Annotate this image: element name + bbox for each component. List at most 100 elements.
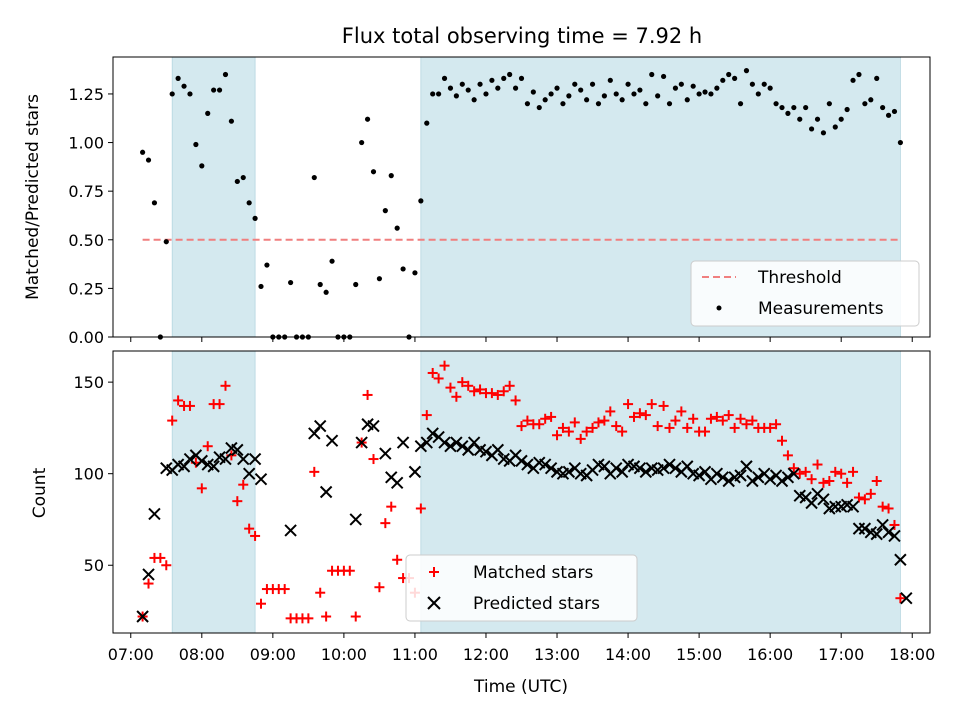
measurement-point <box>844 106 850 113</box>
matched-star-point <box>232 496 243 507</box>
measurement-point <box>512 85 519 91</box>
matched-star-point <box>605 406 616 417</box>
predicted-x-b <box>314 419 327 433</box>
predicted-x-b <box>900 592 913 605</box>
measurement-point <box>477 81 483 87</box>
predicted-x-b <box>367 419 380 433</box>
measurement-point <box>542 97 548 103</box>
matched-star-point <box>552 430 563 441</box>
predicted-x-b <box>746 474 759 488</box>
matched-star-point <box>492 389 503 400</box>
predicted-star-point <box>456 440 469 453</box>
measurement-point <box>874 75 880 81</box>
predicted-x-b <box>456 440 469 453</box>
matched-star-point <box>848 466 859 477</box>
predicted-x-b <box>722 474 735 488</box>
matched-star-point <box>498 386 509 397</box>
predicted-star-point <box>207 460 220 473</box>
matched-star-point <box>617 426 628 437</box>
predicted-star-point <box>710 467 724 480</box>
measurement-point <box>678 81 684 87</box>
predicted-star-point <box>521 458 534 471</box>
measurement-point <box>187 91 193 97</box>
matched-star-point <box>812 459 823 470</box>
matched-star-point <box>575 433 586 444</box>
predicted-x-b <box>621 458 635 471</box>
measurement-point <box>696 91 702 97</box>
predicted-x-b <box>219 452 232 466</box>
predicted-star-point <box>242 467 256 480</box>
matched-star-point <box>682 422 693 433</box>
predicted-star-point <box>396 436 410 449</box>
measurement-point <box>252 215 258 221</box>
predicted-x-b <box>793 489 806 502</box>
predicted-x-b <box>686 467 700 480</box>
measurement-point <box>897 139 903 146</box>
predicted-star-point <box>846 500 860 513</box>
matched-star-point <box>587 422 598 433</box>
matched-stars-points <box>137 360 906 624</box>
predicted-star-point <box>195 454 209 468</box>
predicted-legend-swatch <box>427 596 441 610</box>
predicted-star-point <box>763 472 777 486</box>
predicted-star-point <box>894 553 907 566</box>
matched-star-point <box>747 415 758 426</box>
matched-star-point <box>658 400 669 411</box>
predicted-x-b <box>645 461 658 475</box>
predicted-x-b <box>136 610 149 623</box>
measurement-point <box>246 200 252 206</box>
matched-star-point <box>776 435 787 446</box>
matched-star-point <box>646 399 657 410</box>
matched-star-point <box>865 488 876 499</box>
measurement-point <box>489 77 495 83</box>
measurement-point <box>814 116 821 122</box>
measurement-point <box>578 87 584 93</box>
measurement-point <box>856 71 862 78</box>
measurement-point <box>572 81 578 87</box>
measurement-point <box>453 93 459 99</box>
matched-star-point <box>202 441 213 452</box>
matched-star-point <box>611 421 622 432</box>
matched-star-point <box>800 466 811 477</box>
measurement-point <box>850 77 856 83</box>
predicted-star-point <box>858 522 872 535</box>
predicted-star-point <box>148 507 161 521</box>
predicted-x-b <box>225 441 238 455</box>
measurement-point <box>258 283 264 290</box>
bottom-x-tick-label: 17:00 <box>818 645 864 664</box>
matched-star-point <box>664 422 675 433</box>
predicted-x-b <box>858 522 872 535</box>
predicted-x-b <box>805 496 818 510</box>
predicted-star-point <box>420 436 433 449</box>
matched-star-point <box>475 384 486 395</box>
top-y-tick-label: 1.25 <box>68 85 104 104</box>
matched-star-point <box>581 426 592 437</box>
measurement-point <box>151 200 158 206</box>
predicted-star-point <box>900 592 913 605</box>
measurement-point <box>566 93 572 99</box>
measurement-point <box>702 89 708 95</box>
measurement-point <box>465 87 471 93</box>
matched-star-point <box>628 411 639 422</box>
measurement-point <box>749 81 755 87</box>
matched-star-point <box>457 377 468 388</box>
measurement-point <box>743 68 750 74</box>
predicted-x-b <box>775 474 789 488</box>
measurement-point <box>483 91 489 97</box>
measurement-point <box>412 270 418 276</box>
matched-star-point <box>214 399 225 410</box>
bottom-y-axis-ticks: 50 100 150 <box>73 373 113 575</box>
predicted-x-b <box>840 498 854 512</box>
measurement-point <box>660 73 667 80</box>
bottom-x-tick-label: 18:00 <box>889 645 935 664</box>
measurement-point <box>655 93 661 99</box>
bottom-axes-frame <box>112 350 931 634</box>
measurement-point <box>708 91 714 97</box>
matched-star-point <box>540 413 551 424</box>
bottom-panel: 50 100 150 07:00 08:00 09:00 10:00 11:00 12:00 1… <box>30 350 935 697</box>
matched-star-point <box>321 611 332 622</box>
measurement-point <box>560 101 566 107</box>
bottom-x-tick-label: 10:00 <box>321 645 367 664</box>
predicted-x-b <box>491 443 505 457</box>
predicted-star-point <box>610 461 623 475</box>
